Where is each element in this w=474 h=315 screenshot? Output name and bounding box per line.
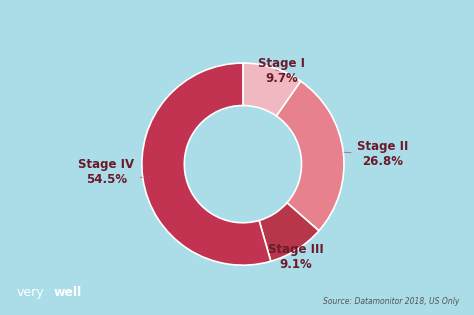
Text: very: very	[16, 286, 44, 300]
Wedge shape	[276, 81, 344, 231]
Text: Stage III
9.1%: Stage III 9.1%	[268, 243, 323, 271]
Wedge shape	[243, 63, 301, 116]
Text: Stage I
9.7%: Stage I 9.7%	[258, 57, 305, 85]
Wedge shape	[259, 203, 319, 261]
Text: Stage II
26.8%: Stage II 26.8%	[344, 140, 408, 168]
Text: well: well	[54, 286, 82, 300]
Wedge shape	[142, 63, 271, 265]
Text: Stage IV
54.5%: Stage IV 54.5%	[78, 158, 142, 186]
Text: Source: Datamonitor 2018, US Only: Source: Datamonitor 2018, US Only	[323, 296, 460, 306]
